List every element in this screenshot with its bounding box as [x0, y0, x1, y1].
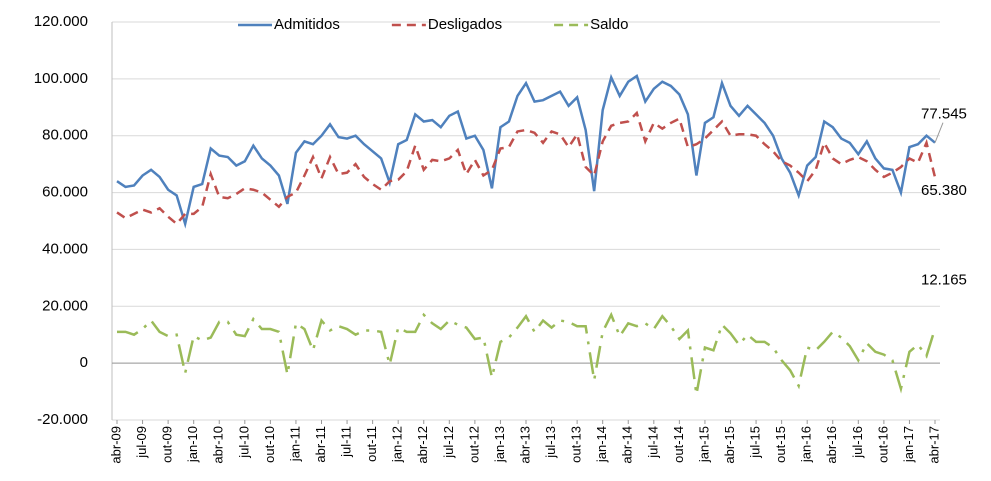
y-tick-label: 120.000 [34, 13, 88, 30]
x-tick-label: out-11 [364, 426, 379, 462]
y-tick-label: -20.000 [37, 411, 88, 428]
x-tick-label: out-09 [160, 426, 175, 463]
x-tick-label: abr-09 [108, 426, 123, 464]
x-tick-label: jul-12 [441, 426, 456, 459]
data-label: 77.545 [921, 106, 967, 123]
x-tick-label: jan-16 [799, 426, 814, 463]
x-tick-label: out-13 [569, 426, 584, 463]
y-tick-label: 20.000 [42, 297, 88, 314]
x-tick-label: jan-11 [287, 426, 302, 462]
leader-line [934, 122, 944, 143]
x-tick-label: jan-10 [185, 426, 200, 463]
x-tick-label: out-14 [671, 426, 686, 463]
y-tick-label: 60.000 [42, 184, 88, 201]
x-tick-label: abr-16 [824, 426, 839, 464]
x-tick-label: jan-12 [390, 426, 405, 463]
x-tick-label: abr-14 [620, 426, 635, 464]
y-tick-label: 0 [80, 354, 88, 371]
legend-label: Admitidos [274, 16, 340, 33]
x-tick-label: abr-12 [415, 426, 430, 464]
x-tick-label: jan-15 [696, 426, 711, 463]
series-line [116, 110, 937, 226]
x-tick-label: out-15 [773, 426, 788, 463]
series-line [117, 311, 937, 395]
x-tick-label: abr-15 [722, 426, 737, 464]
x-tick-label: abr-13 [517, 426, 532, 464]
x-tick-label: abr-10 [211, 426, 226, 464]
x-tick-label: jul-16 [850, 426, 865, 459]
legend-label: Saldo [590, 16, 628, 33]
data-label: 12.165 [921, 272, 967, 289]
x-tick-label: jan-14 [594, 426, 609, 463]
x-tick-label: jul-15 [748, 426, 763, 459]
x-tick-label: out-12 [466, 426, 481, 463]
x-tick-label: jan-13 [492, 426, 507, 463]
x-tick-label: jul-13 [543, 426, 558, 459]
series-line [116, 73, 936, 229]
x-tick-label: abr-11 [313, 426, 328, 463]
x-tick-label: jul-14 [645, 426, 660, 459]
x-tick-label: jul-10 [236, 426, 251, 459]
x-tick-label: jan-17 [901, 426, 916, 463]
x-tick-label: out-10 [262, 426, 277, 463]
data-label: 65.380 [921, 182, 967, 199]
y-tick-label: 100.000 [34, 70, 88, 87]
legend-label: Desligados [428, 16, 502, 33]
y-tick-label: 80.000 [42, 127, 88, 144]
x-tick-label: jul-09 [134, 426, 149, 459]
x-tick-label: out-16 [875, 426, 890, 463]
x-tick-label: jul-11 [339, 426, 354, 458]
x-tick-label: abr-17 [926, 426, 941, 464]
y-tick-label: 40.000 [42, 240, 88, 257]
